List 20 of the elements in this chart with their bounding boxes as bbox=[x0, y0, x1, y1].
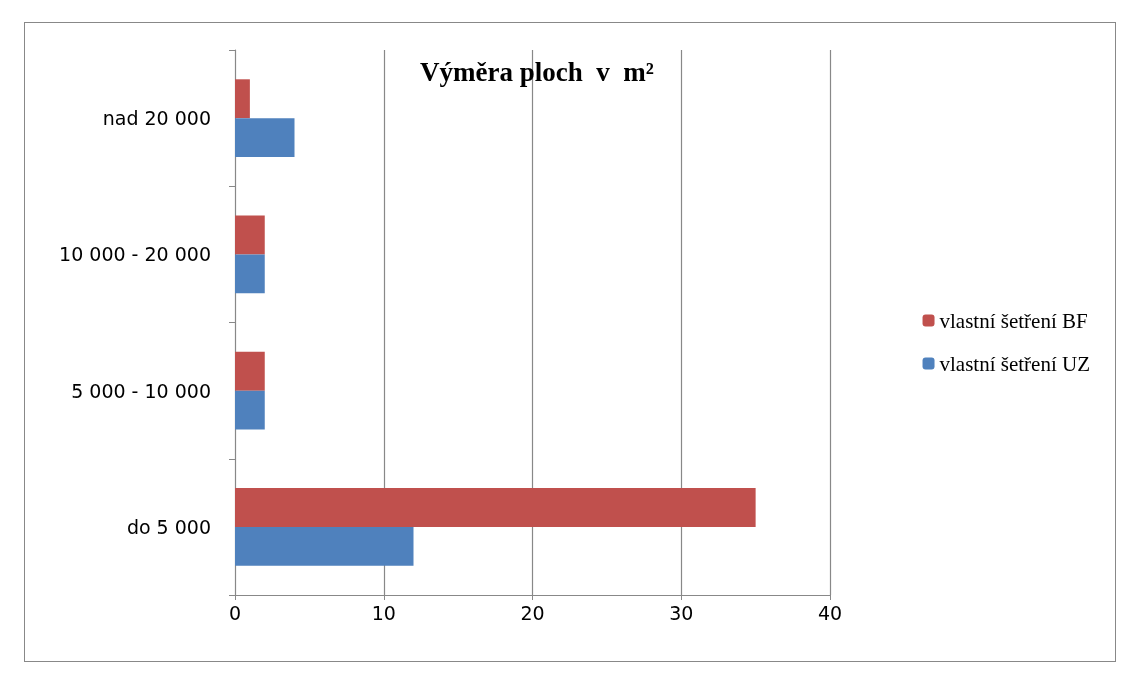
bar bbox=[235, 488, 756, 527]
x-tick-label: 10 bbox=[371, 601, 396, 624]
bar bbox=[235, 254, 265, 294]
bar bbox=[235, 215, 265, 255]
x-tick-label: 30 bbox=[669, 601, 694, 624]
x-tick-label: 0 bbox=[228, 601, 242, 624]
bar bbox=[235, 526, 414, 566]
bar bbox=[235, 118, 295, 157]
chart-title: Výměra ploch v m² bbox=[420, 56, 654, 87]
bar bbox=[235, 79, 250, 119]
x-tick-label: 40 bbox=[817, 601, 843, 624]
y-tick-label: nad 20 000 bbox=[102, 107, 211, 130]
legend-label: vlastní šetření UZ bbox=[939, 351, 1090, 376]
x-tick-label: 20 bbox=[520, 601, 545, 624]
bar bbox=[235, 390, 265, 430]
bar bbox=[235, 351, 265, 391]
legend-label: vlastní šetření BF bbox=[939, 308, 1088, 333]
y-tick-label: 10 000 - 20 000 bbox=[59, 243, 211, 266]
y-tick-label: do 5 000 bbox=[126, 515, 211, 538]
y-tick-label: 5 000 - 10 000 bbox=[71, 379, 211, 402]
